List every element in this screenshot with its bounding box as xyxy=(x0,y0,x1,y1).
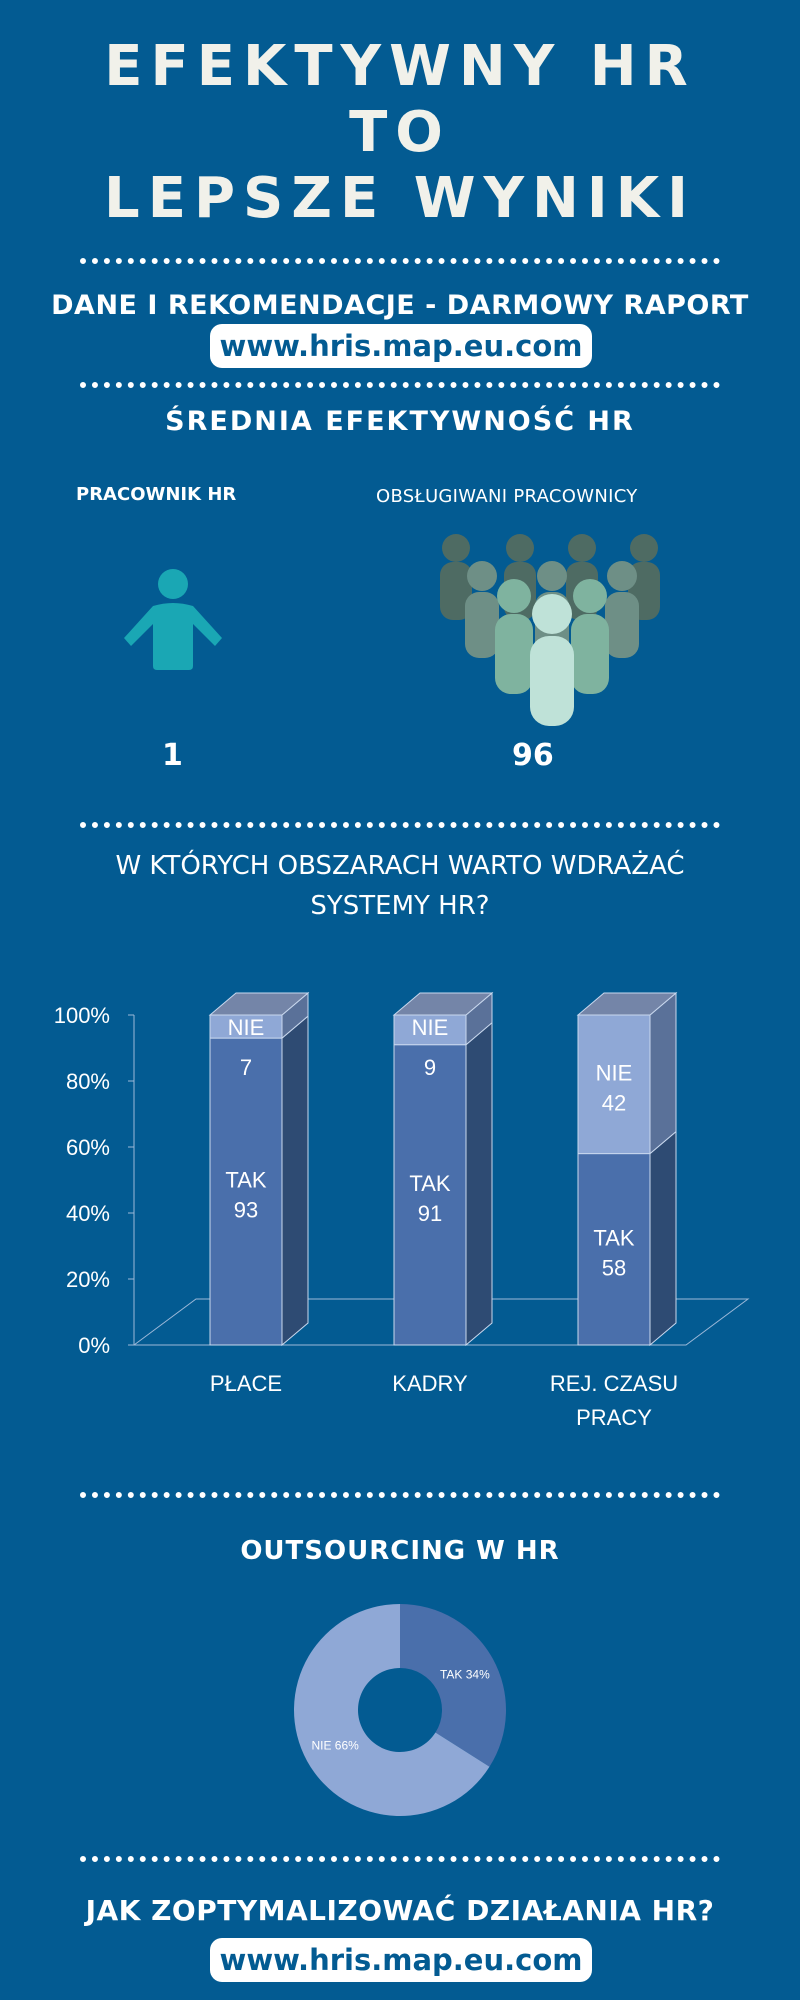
x-category-label: KADRY xyxy=(392,1371,468,1396)
report-text: DANE I REKOMENDACJE - DARMOWY RAPORT xyxy=(51,290,749,321)
title-line-1: EFEKTYWNY HR xyxy=(104,34,696,99)
bar-segment-nie xyxy=(577,1014,651,1155)
donut-slice-nie xyxy=(294,1604,490,1816)
bar-top-cap xyxy=(576,992,678,1016)
y-tick-label: 40% xyxy=(66,1201,110,1226)
title-line-3: LEPSZE WYNIKI xyxy=(104,166,696,231)
data-label-value: 93 xyxy=(234,1198,258,1223)
dotted-divider xyxy=(80,382,720,388)
dotted-divider xyxy=(80,822,720,828)
title-line-2: TO xyxy=(349,100,451,165)
chart-floor xyxy=(132,1298,750,1346)
outsourcing-donut-chart: TAK 34% NIE 66% xyxy=(294,1604,506,1816)
bar-top-cap xyxy=(392,992,494,1016)
bar-side-tak xyxy=(465,1021,493,1347)
footer-url-link[interactable]: www.hris.map.eu.com xyxy=(210,1938,592,1982)
data-label-series: NIE xyxy=(228,1015,265,1040)
served-employees-value: 96 xyxy=(512,738,554,773)
y-tick-label: 0% xyxy=(78,1333,110,1358)
footer-question: JAK ZOPTYMALIZOWAĆ DZIAŁANIA HR? xyxy=(85,1894,715,1927)
x-category-label: PŁACE xyxy=(210,1371,282,1396)
hr-employee-value: 1 xyxy=(162,738,183,773)
donut-data-label: NIE 66% xyxy=(311,1739,359,1753)
areas-question-line-2: SYSTEMY HR? xyxy=(310,891,490,921)
person-icon xyxy=(124,569,222,670)
hr-employee-label: PRACOWNIK HR xyxy=(76,484,237,505)
data-label-series: NIE xyxy=(596,1060,633,1085)
crowd-icon xyxy=(440,534,660,726)
y-tick-label: 20% xyxy=(66,1267,110,1292)
bar-side-tak xyxy=(281,1015,309,1347)
data-label-value: 7 xyxy=(240,1055,252,1080)
donut-slice-tak xyxy=(400,1604,506,1767)
bar-top-cap xyxy=(208,992,310,1016)
y-tick-label: 80% xyxy=(66,1069,110,1094)
data-label-value: 42 xyxy=(602,1090,626,1115)
dotted-divider xyxy=(80,1492,720,1498)
data-label-series: NIE xyxy=(412,1015,449,1040)
areas-bar-chart: 0% 20% 40% 60% 80% 100% TAK 93 NIE 7 PŁACE TAK 91 NIE… xyxy=(54,991,750,1430)
bar-segment-tak xyxy=(209,1037,283,1346)
donut-data-label: TAK 34% xyxy=(440,1667,490,1681)
bar-side-tak xyxy=(649,1130,677,1347)
data-label-value: 58 xyxy=(602,1255,626,1280)
report-url-link[interactable]: www.hris.map.eu.com xyxy=(210,324,592,368)
efficiency-heading: ŚREDNIA EFEKTYWNOŚĆ HR xyxy=(165,406,635,437)
data-label-series: TAK xyxy=(225,1168,266,1193)
data-label-series: TAK xyxy=(409,1171,450,1196)
data-label-value: 9 xyxy=(424,1055,436,1080)
bar-segment-tak xyxy=(577,1153,651,1346)
y-tick-label: 100% xyxy=(54,1003,110,1028)
served-employees-label: OBSŁUGIWANI PRACOWNICY xyxy=(376,486,638,507)
dotted-divider xyxy=(80,1856,720,1862)
x-category-label: PRACY xyxy=(576,1405,652,1430)
x-category-label: REJ. CZASU xyxy=(550,1371,678,1396)
bar-segment-tak xyxy=(393,1044,467,1346)
dotted-divider xyxy=(80,258,720,264)
outsourcing-heading: OUTSOURCING W HR xyxy=(240,1536,560,1566)
areas-question-line-1: W KTÓRYCH OBSZARACH WARTO WDRAŻAĆ xyxy=(115,851,685,881)
data-label-series: TAK xyxy=(593,1225,634,1250)
data-label-value: 91 xyxy=(418,1201,442,1226)
bar-side-nie xyxy=(649,991,677,1155)
y-tick-label: 60% xyxy=(66,1135,110,1160)
